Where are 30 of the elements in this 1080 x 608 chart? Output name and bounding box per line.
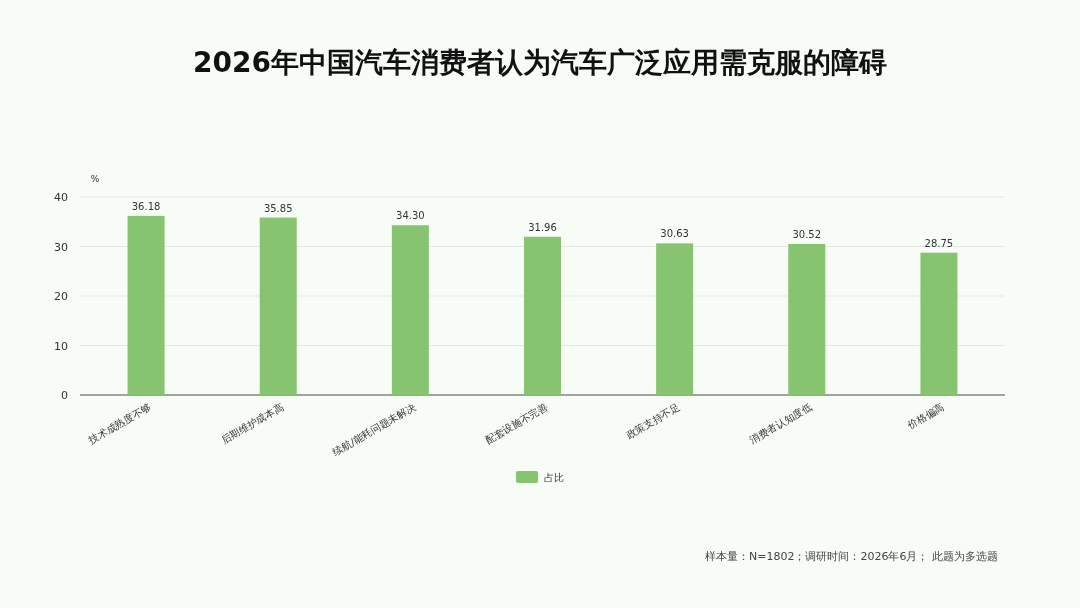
bar [259,217,297,395]
text: 31.96 [528,221,557,233]
bar [524,236,561,395]
text: 样本量：N=1802；调研时间：2026年6月； 此题为多选题 [705,550,998,563]
text: 30.52 [792,228,822,240]
bar [920,252,958,395]
x-tick-label: 配套设施不完善 [483,401,550,446]
text: 36.18 [131,200,161,212]
x-tick-label: 续航/能耗问题未解决 [330,401,418,458]
y-tick-label: 0 [61,389,68,402]
y-axis-title: % [90,174,100,184]
y-tick-label: 40 [54,191,68,204]
x-tick-label: 技术成熟度不够 [86,401,154,447]
y-tick-label: 10 [54,339,68,353]
y-tick-label: 30 [54,240,68,254]
bar [391,225,429,395]
bar [656,243,694,395]
text: 35.85 [263,202,293,214]
x-tick-label: 政策支持不足 [624,401,682,441]
text: 28.75 [924,237,954,249]
x-tick-label: 后期维护成本高 [219,401,286,446]
text: 30.63 [660,228,689,240]
x-tick-label: 价格偏高 [904,401,946,432]
bar [788,243,826,395]
legend-label: 占比 [544,472,564,483]
x-tick-label: 消费者认知度低 [747,401,814,446]
chart-title: 2026年中国汽车消费者认为汽车广泛应用需克服的障碍 [193,46,887,79]
bar [127,215,165,395]
y-tick-label: 20 [54,290,68,303]
text: 34.30 [396,210,425,222]
